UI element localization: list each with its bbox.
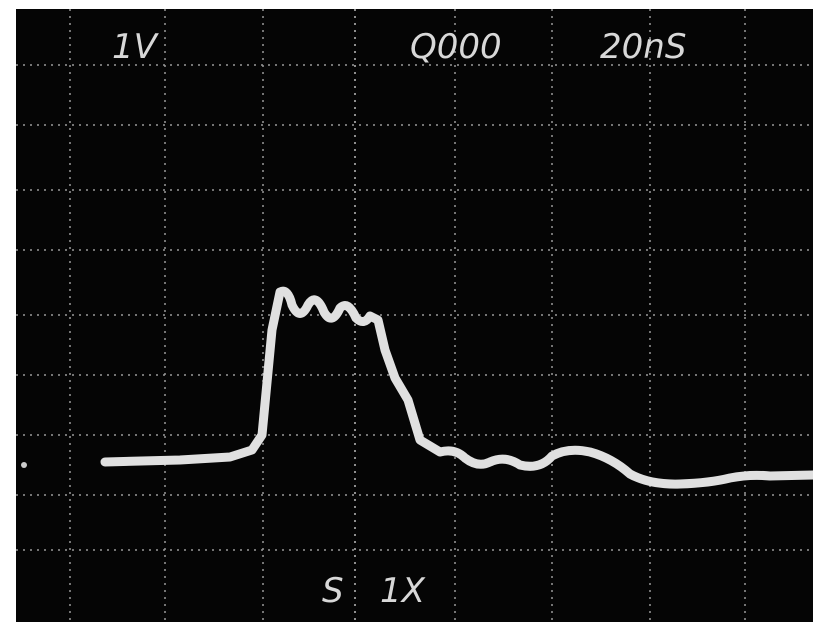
- source-label: S: [322, 571, 344, 611]
- timebase-label: 20nS: [600, 27, 686, 67]
- probe-label: 1X: [380, 571, 426, 611]
- counter-label: Q000: [410, 27, 502, 67]
- oscilloscope-photo: 1V Q000 20nS S 1X: [0, 0, 813, 622]
- volts-label: 1V: [112, 27, 160, 67]
- trace-marker: [21, 462, 27, 468]
